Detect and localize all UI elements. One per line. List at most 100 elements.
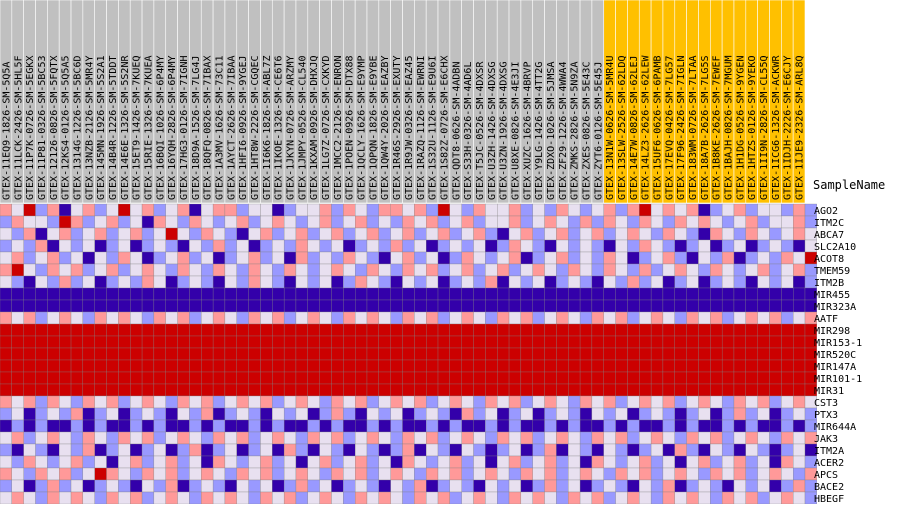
heatmap-cell [390, 299, 403, 313]
heatmap-cell [639, 491, 652, 505]
heatmap-cell [295, 383, 308, 397]
heatmap-cell [118, 491, 131, 505]
heatmap-cell [47, 227, 60, 241]
heatmap-cell [745, 467, 758, 481]
heatmap-cell [354, 323, 368, 337]
heatmap-cell [544, 203, 557, 217]
heatmap-cell [437, 347, 451, 361]
heatmap-cell [461, 383, 474, 397]
heatmap-cell [82, 419, 95, 433]
heatmap-cell [248, 383, 261, 397]
heatmap-cell [615, 287, 628, 301]
heatmap-cell [485, 383, 498, 397]
heatmap-cell [260, 419, 273, 433]
heatmap-cell [579, 251, 593, 265]
heatmap-cell [118, 383, 131, 397]
heatmap-cell [591, 275, 604, 289]
heatmap-cell [544, 419, 557, 433]
heatmap-cell [497, 227, 510, 241]
heatmap-cell [378, 455, 391, 469]
heatmap-cell [224, 467, 237, 481]
heatmap-cell [698, 251, 711, 265]
heatmap-cell [141, 275, 155, 289]
heatmap-cell [556, 383, 569, 397]
heatmap-cell [23, 419, 36, 433]
sample-name-label: GTEX-1IJE9-2326-SM-ARL8Q [795, 56, 806, 201]
heatmap-cell [449, 467, 462, 481]
heatmap-cell [11, 479, 24, 493]
heatmap-cell [307, 359, 320, 373]
heatmap-cell [189, 251, 202, 265]
heatmap-cell [23, 251, 36, 265]
heatmap-cell [520, 287, 533, 301]
heatmap-cell [793, 455, 806, 469]
heatmap-cell [35, 443, 48, 457]
heatmap-cell [0, 335, 12, 349]
heatmap-cell [59, 491, 72, 505]
gene-label: MIR31 [814, 386, 844, 397]
heatmap-cell [414, 275, 427, 289]
heatmap-cell [82, 335, 95, 349]
heatmap-cell [35, 467, 48, 481]
heatmap-cell [686, 203, 699, 217]
heatmap-cell [579, 323, 593, 337]
heatmap-cell [224, 491, 237, 505]
heatmap-cell [82, 251, 95, 265]
heatmap-cell [94, 467, 107, 481]
heatmap-cell [224, 275, 237, 289]
heatmap-cell [35, 347, 48, 361]
heatmap-cell [591, 215, 604, 229]
heatmap-cell [662, 479, 675, 493]
heatmap-cell [508, 275, 522, 289]
heatmap-cell [508, 323, 522, 337]
heatmap-cell [650, 275, 664, 289]
heatmap-cell [118, 479, 131, 493]
heatmap-cell [402, 203, 415, 217]
gene-label: MIR147A [814, 362, 856, 373]
heatmap-cell [733, 407, 746, 421]
heatmap-cell [11, 431, 24, 445]
heatmap-cell [520, 371, 533, 385]
heatmap-cell [745, 419, 758, 433]
heatmap-cell [295, 227, 308, 241]
heatmap-cell [449, 215, 462, 229]
heatmap-cell [354, 311, 368, 325]
heatmap-cell [212, 479, 226, 493]
heatmap-cell [497, 431, 510, 445]
sample-name-label: GTEX-11P81-0326-SM-5BC53 [37, 56, 48, 201]
heatmap-cell [283, 251, 297, 265]
heatmap-cell [698, 335, 711, 349]
heatmap-cell [307, 323, 320, 337]
heatmap-cell [745, 287, 758, 301]
sample-name-label: GTEX-18QFQ-0826-SM-7IBAX [203, 56, 214, 200]
heatmap-cell [532, 467, 545, 481]
heatmap-cell [260, 287, 273, 301]
heatmap-cell [177, 419, 190, 433]
heatmap-cell [201, 203, 214, 217]
heatmap-cell [449, 419, 462, 433]
heatmap-cell [473, 467, 486, 481]
heatmap-cell [47, 455, 60, 469]
heatmap-cell [603, 239, 616, 253]
heatmap-cell [603, 335, 616, 349]
heatmap-cell [70, 467, 84, 481]
heatmap-cell [426, 299, 439, 313]
heatmap-cell [283, 383, 297, 397]
heatmap-cell [473, 203, 486, 217]
heatmap-cell [710, 455, 723, 469]
heatmap-cell [556, 287, 569, 301]
heatmap-cell [236, 467, 249, 481]
heatmap-cell [497, 395, 510, 409]
heatmap-cell [354, 419, 368, 433]
heatmap-cell [70, 479, 84, 493]
heatmap-cell [473, 335, 486, 349]
heatmap-cell [70, 383, 84, 397]
heatmap-cell [414, 431, 427, 445]
heatmap-cell [615, 431, 628, 445]
heatmap-cell [35, 311, 48, 325]
heatmap-cell [23, 479, 36, 493]
heatmap-cell [248, 311, 261, 325]
heatmap-cell [793, 251, 806, 265]
sample-name-label: GTEX-QDT8-0626-SM-4ADBN [451, 62, 462, 200]
